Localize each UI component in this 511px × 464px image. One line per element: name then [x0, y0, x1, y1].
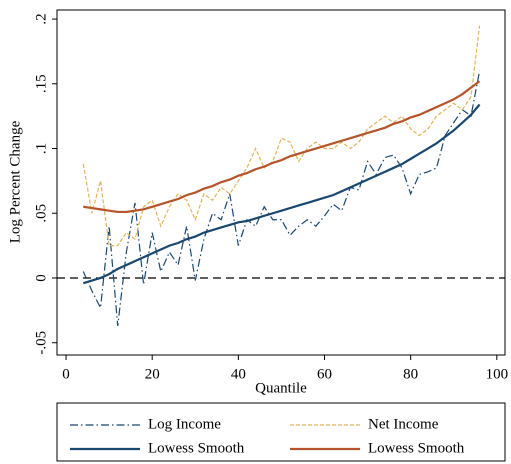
y-tick-label: -.05 [33, 331, 49, 355]
legend-label: Lowess Smooth [148, 440, 245, 456]
series-line [82, 70, 481, 326]
y-tick-label: .1 [33, 143, 49, 154]
x-tick-label: 100 [486, 366, 509, 382]
plot-frame [56, 9, 506, 356]
x-tick-label: 60 [317, 366, 332, 382]
y-tick-label: .05 [33, 204, 49, 223]
legend-box [56, 402, 506, 462]
series-line [83, 80, 481, 214]
y-axis-title: Log Percent Change [7, 120, 23, 243]
x-axis-title: Quantile [255, 380, 307, 396]
x-tick-label: 80 [403, 366, 418, 382]
x-tick-label: 0 [62, 366, 70, 382]
legend-label: Log Income [148, 416, 221, 432]
y-tick-label: .15 [33, 74, 49, 93]
y-tick-label: .2 [33, 13, 49, 24]
x-tick-label: 40 [231, 366, 246, 382]
legend-label: Lowess Smooth [368, 440, 465, 456]
series-line [82, 25, 481, 247]
y-tick-label: 0 [33, 274, 49, 282]
x-tick-label: 20 [145, 366, 160, 382]
legend-label: Net Income [368, 416, 439, 432]
series-line [82, 103, 481, 285]
